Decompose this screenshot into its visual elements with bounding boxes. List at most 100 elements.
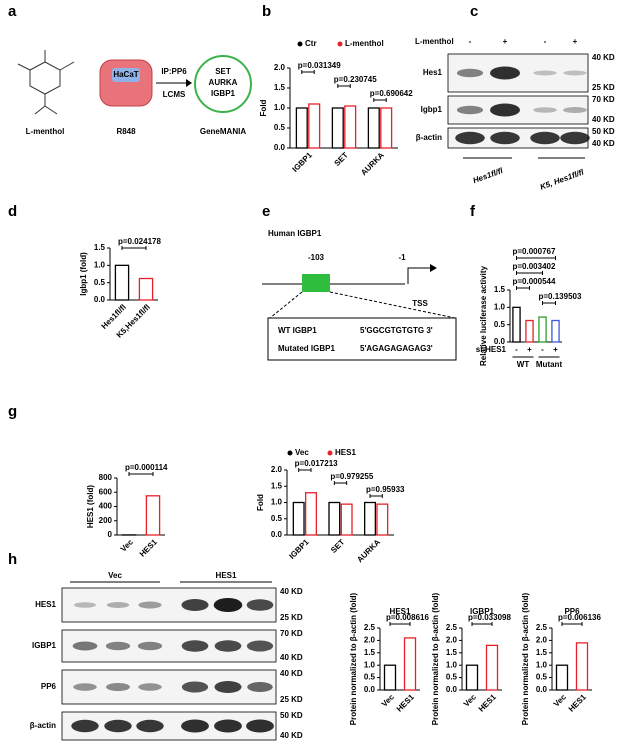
- bar: [304, 492, 317, 536]
- blot-band: [136, 719, 164, 733]
- y-tick-label: 2.0: [274, 63, 286, 72]
- x-tick-label: +: [527, 345, 532, 354]
- blot-band: [533, 107, 557, 113]
- bar: [331, 107, 344, 149]
- blot-band: [138, 601, 162, 609]
- blot-band: [530, 131, 560, 145]
- legend-marker: [287, 450, 293, 456]
- bar: [380, 107, 393, 149]
- blot-row-label: Igbp1: [421, 105, 443, 114]
- y-axis-label: Relative luciferase activity: [479, 265, 488, 366]
- blot-row-label: IGBP1: [32, 641, 57, 650]
- legend-label: HES1: [335, 448, 356, 457]
- blot-band: [456, 105, 484, 115]
- y-tick-label: 400: [99, 502, 113, 511]
- bar: [575, 642, 589, 691]
- blot-band: [104, 719, 132, 733]
- x-tick-label: -: [541, 345, 544, 354]
- y-tick-label: 1.5: [446, 648, 458, 657]
- x-tick-label: AURKA: [359, 150, 386, 177]
- y-tick-label: 0.0: [94, 295, 106, 304]
- y-tick-label: 1.5: [94, 243, 106, 252]
- bar: [138, 277, 154, 301]
- x-tick-label: HES1: [138, 537, 160, 559]
- panel-label: g: [8, 403, 17, 420]
- lane-label: -: [469, 37, 472, 46]
- y-tick-label: 0.0: [364, 685, 376, 694]
- blot-row-label: β-actin: [30, 721, 56, 730]
- y-axis-label: Protein normalized to β-actin (fold): [431, 592, 440, 725]
- p-value: p=0.000767: [513, 247, 556, 256]
- group-label: Vec: [108, 571, 122, 580]
- blot-band: [74, 602, 96, 608]
- y-tick-label: 1.0: [494, 302, 506, 311]
- bar: [538, 316, 547, 343]
- blot-band: [560, 131, 590, 145]
- y-tick-label: 1.5: [274, 83, 286, 92]
- y-tick-label: 0.5: [274, 123, 286, 132]
- size-marker: 40 KD: [592, 115, 615, 124]
- blot-row-label: β-actin: [416, 133, 442, 142]
- treatment-label: L-menthol: [415, 37, 454, 46]
- p-value: p=0.008616: [386, 613, 429, 622]
- bar: [344, 105, 357, 149]
- y-axis-label: Fold: [259, 99, 268, 116]
- blot-band: [106, 602, 130, 608]
- x-tick-label: SET: [329, 537, 346, 554]
- legend-marker: [337, 41, 343, 47]
- y-tick-label: 0.0: [274, 143, 286, 152]
- y-tick-label: 1.0: [446, 660, 458, 669]
- arrowhead: [186, 79, 192, 87]
- size-marker: 40 KD: [280, 669, 303, 678]
- compound-label: L-menthol: [26, 127, 65, 136]
- tss-arrow: [407, 267, 430, 284]
- blot-band: [181, 640, 209, 652]
- lane-label: -: [544, 37, 547, 46]
- blot-band: [214, 640, 242, 652]
- seq-label: WT IGBP1: [278, 326, 317, 335]
- blot-band: [105, 641, 131, 651]
- bar: [308, 103, 321, 149]
- group-label: HES1: [216, 571, 237, 580]
- x-tick-label: AURKA: [355, 537, 382, 564]
- bar: [512, 306, 521, 343]
- legend-label: Vec: [295, 448, 309, 457]
- y-tick-label: 1.5: [271, 481, 283, 490]
- tss-label: TSS: [412, 299, 428, 308]
- blot-band: [533, 70, 557, 76]
- x-tick-label: SET: [333, 150, 350, 167]
- bar: [403, 637, 417, 691]
- bar: [555, 664, 569, 691]
- blot-band: [181, 719, 209, 733]
- x-tick-label: IGBP1: [291, 150, 315, 174]
- bar: [364, 501, 377, 536]
- y-axis-label: HES1 (fold): [86, 485, 95, 528]
- y-tick-label: 1.5: [494, 285, 506, 294]
- line: [269, 291, 303, 319]
- p-value: p=0.017213: [295, 459, 338, 468]
- blot-band: [213, 598, 243, 612]
- y-tick-label: 2.0: [271, 465, 283, 474]
- hit-label: AURKA: [209, 78, 238, 87]
- y-tick-label: 2.0: [364, 636, 376, 645]
- y-axis-label: Fold: [256, 494, 265, 511]
- chart-title: PP6: [564, 607, 580, 616]
- hit-label: SET: [215, 67, 231, 76]
- bar: [292, 501, 305, 536]
- y-tick-label: 0.0: [494, 337, 506, 346]
- y-axis-label: Protein normalized to β-actin (fold): [349, 592, 358, 725]
- y-tick-label: 2.5: [364, 623, 376, 632]
- legend-label: L-menthol: [345, 39, 384, 48]
- y-tick-label: 0.0: [271, 530, 283, 539]
- size-marker: 40 KD: [592, 53, 615, 62]
- size-marker: 25 KD: [280, 613, 303, 622]
- seq-label: Mutated IGBP1: [278, 344, 335, 353]
- panel-label: b: [262, 3, 271, 20]
- blot-row-label: PP6: [41, 682, 57, 691]
- p-value: p=0.006136: [558, 613, 601, 622]
- bar: [295, 107, 308, 149]
- blot-band: [563, 70, 587, 76]
- network-circle: [194, 55, 252, 113]
- p-value: p=0.979255: [330, 472, 373, 481]
